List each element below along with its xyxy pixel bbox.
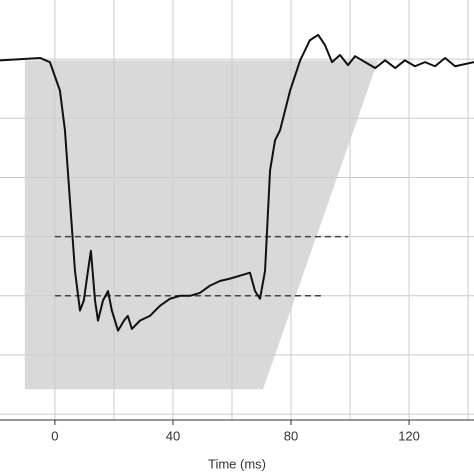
shaded-region bbox=[24, 60, 379, 390]
x-tick-label: 80 bbox=[284, 428, 298, 443]
x-tick-label: 0 bbox=[51, 428, 58, 443]
line bbox=[0, 33, 474, 332]
x-tick-label: 120 bbox=[398, 428, 420, 443]
x-axis-label: Time (ms) bbox=[208, 456, 266, 471]
x-tick-label: 40 bbox=[166, 428, 180, 443]
